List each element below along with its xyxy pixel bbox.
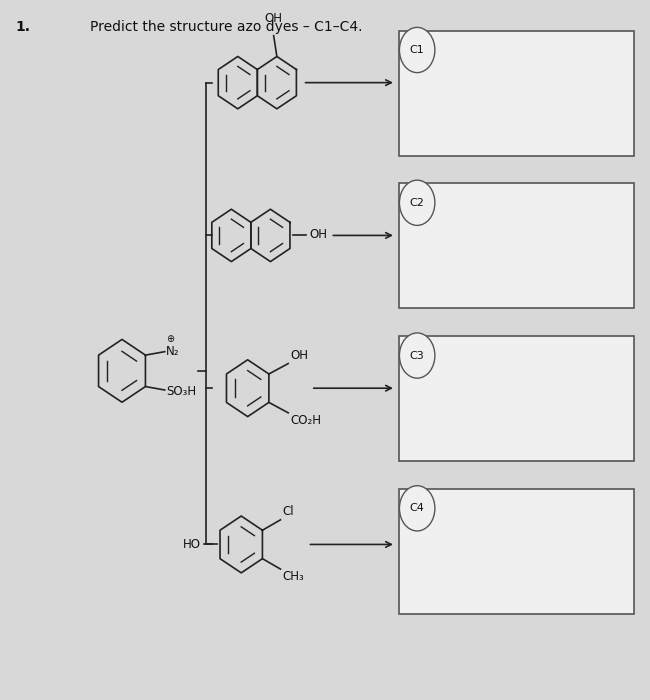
Text: 1.: 1. — [16, 20, 31, 34]
Bar — [399, 336, 634, 461]
Text: OH: OH — [290, 349, 308, 362]
Text: HO: HO — [183, 538, 201, 551]
Text: OH: OH — [265, 12, 283, 25]
Text: Cl: Cl — [282, 505, 294, 519]
Bar — [399, 489, 634, 614]
Text: CO₂H: CO₂H — [290, 414, 321, 427]
Ellipse shape — [400, 486, 435, 531]
Text: Predict the structure azo dyes – C1–C4.: Predict the structure azo dyes – C1–C4. — [90, 20, 362, 34]
Text: C2: C2 — [410, 198, 424, 208]
Bar — [399, 31, 634, 155]
Text: SO₃H: SO₃H — [166, 385, 196, 398]
Bar — [399, 183, 634, 308]
Text: CH₃: CH₃ — [282, 570, 304, 584]
Text: C1: C1 — [410, 45, 424, 55]
Text: C4: C4 — [410, 503, 424, 513]
Text: ⊕: ⊕ — [166, 334, 174, 344]
Ellipse shape — [400, 180, 435, 225]
Text: OH: OH — [309, 228, 327, 241]
Ellipse shape — [400, 27, 435, 73]
Text: C3: C3 — [410, 351, 424, 360]
Text: N₂: N₂ — [166, 345, 179, 358]
Ellipse shape — [400, 333, 435, 378]
